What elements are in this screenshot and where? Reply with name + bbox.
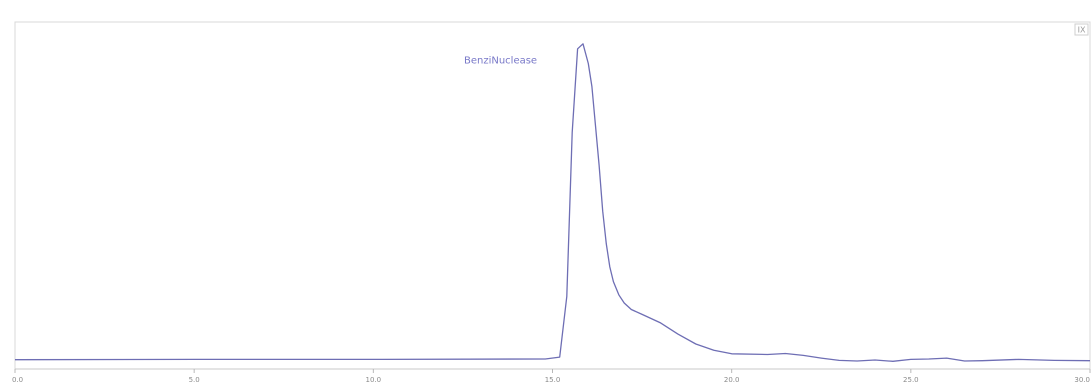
x-tick-label: 20.0 <box>724 376 740 384</box>
series-layer <box>14 43 1091 362</box>
corner-button-box[interactable] <box>1074 23 1089 36</box>
annotation-layer: BenziNuclease <box>464 56 537 67</box>
x-axis-ticks: 0.0 5.0 10.0 15.0 20.0 25.0 30.0 <box>12 369 1091 384</box>
x-tick-label: 30.0 <box>1074 376 1090 384</box>
corner-button[interactable]: IX <box>1074 23 1089 36</box>
x-tick-label: 0.0 <box>12 376 23 384</box>
x-tick-label: 10.0 <box>366 376 382 384</box>
peak-annotation: BenziNuclease <box>464 56 537 67</box>
x-tick-label: 5.0 <box>189 376 200 384</box>
series-trace <box>14 43 1091 362</box>
corner-button-label[interactable]: IX <box>1078 26 1086 35</box>
plot-frame <box>14 21 1091 370</box>
x-tick-label: 25.0 <box>903 376 919 384</box>
x-tick-label: 15.0 <box>545 376 561 384</box>
